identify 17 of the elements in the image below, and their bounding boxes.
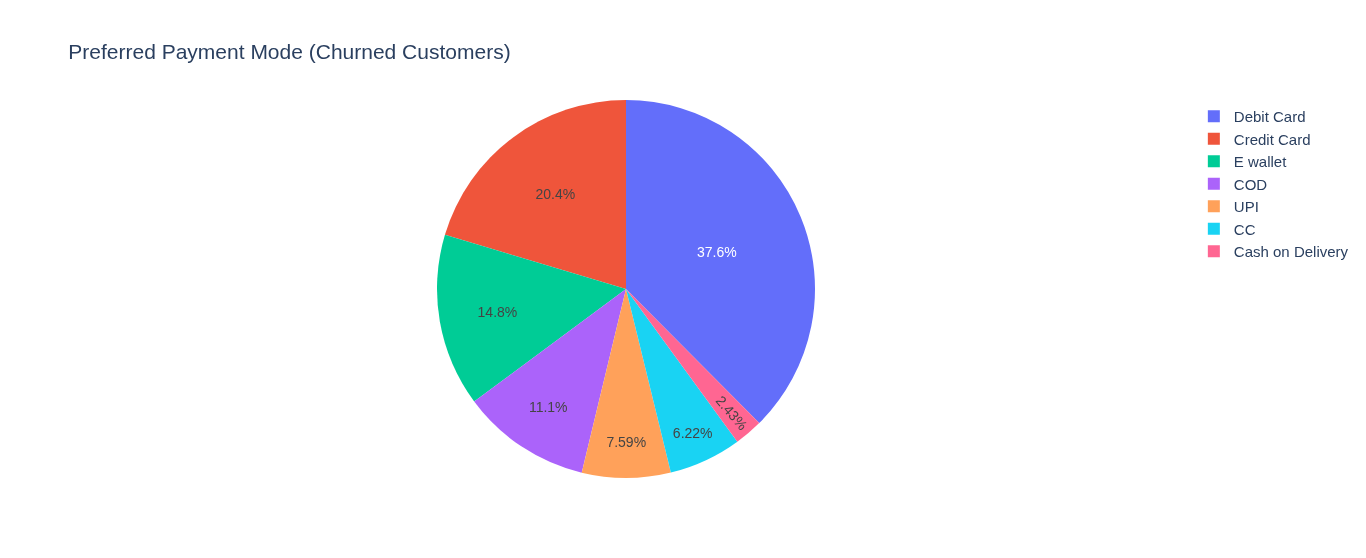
legend-label: CC bbox=[1233, 220, 1256, 238]
pie-slice bbox=[581, 289, 671, 478]
pie-slice bbox=[437, 234, 626, 402]
chart-title: Preferred Payment Mode (Churned Customers) bbox=[68, 40, 511, 64]
data-label: 7.59% bbox=[606, 433, 647, 450]
data-label: 11.1% bbox=[528, 398, 568, 415]
data-label: 6.22% bbox=[672, 424, 713, 441]
legend-label: Cash on Delivery bbox=[1233, 243, 1349, 261]
data-label: 14.8% bbox=[477, 303, 518, 320]
pie-slice bbox=[444, 100, 626, 289]
legend-label: Credit Card bbox=[1233, 130, 1311, 148]
legend-label: UPI bbox=[1233, 198, 1259, 216]
legend-label: Debit Card bbox=[1233, 108, 1306, 126]
legend-label: E wallet bbox=[1233, 153, 1288, 171]
data-label: 37.6% bbox=[696, 243, 737, 260]
data-label: 20.4% bbox=[535, 186, 576, 203]
legend-label: COD bbox=[1233, 175, 1268, 193]
